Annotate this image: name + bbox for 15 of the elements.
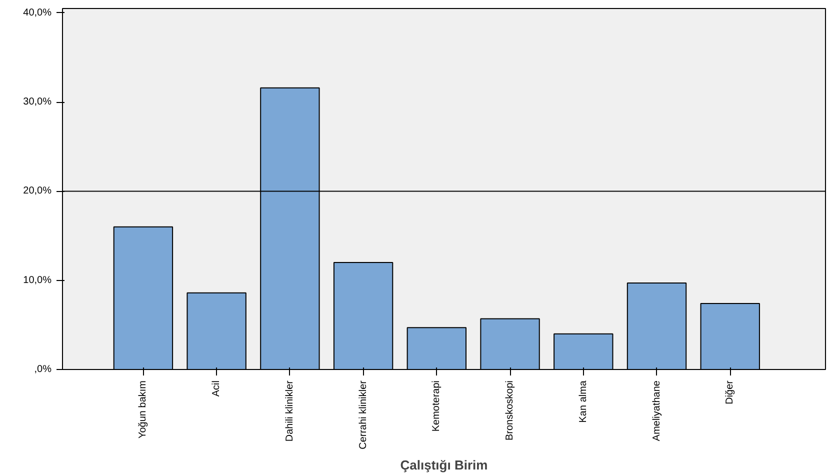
x-tick-label: Yoğun bakım <box>138 380 149 439</box>
x-tick-label: Kemoterapi <box>431 380 442 432</box>
y-tick-label: 20,0% <box>23 186 52 197</box>
x-axis-title: Çalıştığı Birim <box>400 457 488 472</box>
y-tick-label: 40,0% <box>23 7 52 18</box>
x-tick-label: Kan alma <box>578 380 589 423</box>
x-tick-label: Dahili klinikler <box>284 380 296 442</box>
x-tick-label: Acil <box>211 380 222 397</box>
x-tick-label: Cerrahi klinikler <box>358 380 369 450</box>
x-tick-label: Bronskoskopi <box>504 380 516 441</box>
x-tick-label: Diğer <box>724 380 736 404</box>
y-tick-label: 10,0% <box>23 274 52 286</box>
y-tick-label: ,0% <box>34 364 52 375</box>
x-tick-label: Ameliyathane <box>651 380 662 442</box>
y-tick-label: 30,0% <box>23 96 52 108</box>
